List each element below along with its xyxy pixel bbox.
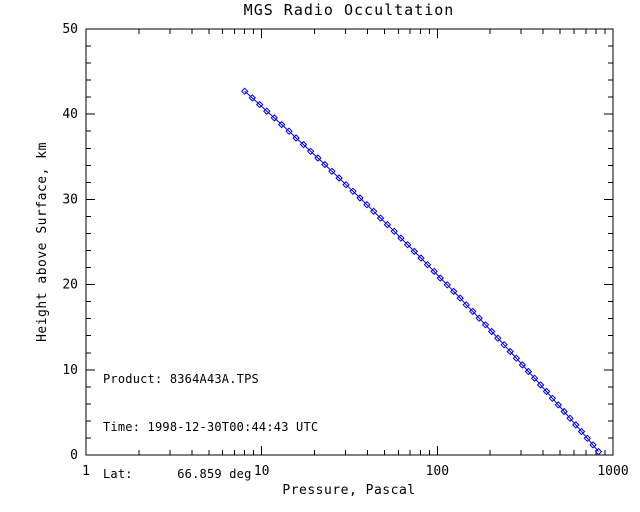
diamond-marker [462,301,470,309]
diamond-marker [403,240,412,249]
diamond-marker [299,140,308,149]
x-tick-label: 10 [254,464,270,479]
diamond-marker [363,200,371,209]
plot-title: MGS Radio Occultation [244,1,455,19]
diamond-marker [524,367,533,376]
diamond-marker [376,214,385,222]
diamond-marker [560,407,568,416]
diamond-marker [410,247,419,256]
diamond-marker [481,321,490,329]
diamond-marker [572,421,580,429]
diamond-marker [390,227,398,236]
diamond-marker [292,134,300,142]
diamond-marker [356,194,364,202]
x-axis-label: Pressure, Pascal [282,483,415,498]
metadata-annotation-block: Product: 8364A43A.TPS Time: 1998-12-30T0… [103,341,318,512]
diamond-marker [277,120,286,129]
diamond-marker [430,267,438,276]
diamond-marker [328,167,336,176]
diamond-marker [500,341,508,349]
diamond-marker [436,274,445,282]
diamond-marker [423,260,432,269]
y-tick-label: 20 [62,278,78,293]
diamond-marker [240,87,249,95]
diamond-marker [397,234,405,242]
diamond-marker [577,427,586,436]
diamond-marker [487,327,496,336]
diamond-marker [270,114,279,122]
x-tick-label: 100 [426,464,449,479]
diamond-marker [255,100,264,109]
y-tick-label: 40 [62,107,78,122]
plot-frame [85,28,614,456]
diamond-marker [512,354,521,362]
diamond-marker [506,347,514,356]
diamond-marker [349,187,357,196]
axis-ticks [85,28,614,456]
diamond-marker [285,127,293,135]
y-tick-label: 10 [62,363,78,378]
diamond-marker [548,394,557,403]
diamond-marker [518,361,527,369]
diamond-marker [263,107,271,115]
annotation-line-lat: Lat: 66.859 deg [103,466,252,481]
diamond-marker [536,381,545,389]
diamond-marker [494,334,502,342]
diamond-marker [248,94,257,102]
diamond-marker [594,447,603,456]
y-tick-label: 0 [70,448,78,463]
diamond-marker [383,220,392,229]
diamond-marker [554,401,563,409]
diamond-marker [589,441,597,449]
diamond-marker [306,147,315,156]
y-axis-label: Height above Surface, km [35,142,50,342]
diamond-marker [321,160,329,169]
y-tick-label: 50 [62,22,78,37]
diamond-marker [468,307,477,316]
diamond-marker [335,174,343,182]
diamond-marker [566,414,574,423]
annotation-line-time: Time: 1998-12-30T00:44:43 UTC [103,419,319,434]
x-tick-label: 1 [82,464,90,479]
axis-tick-labels: 1 10 100 1000 0 10 20 30 40 50 [62,22,628,479]
data-series-group [240,87,603,456]
diamond-marker [369,207,378,216]
diamond-marker [314,154,322,162]
diamond-marker [583,434,592,443]
diamond-marker [417,254,425,262]
diamond-marker [542,387,551,396]
diamond-marker [449,287,458,296]
diamond-marker [443,281,452,289]
annotation-line-product: Product: 8364A43A.TPS [103,372,259,387]
diamond-marker [475,314,483,322]
diamond-marker [456,294,464,302]
diamond-marker [342,180,350,189]
x-tick-label: 1000 [597,464,628,479]
profile-line [244,90,599,452]
diamond-marker [530,374,539,382]
y-tick-label: 30 [62,192,78,207]
